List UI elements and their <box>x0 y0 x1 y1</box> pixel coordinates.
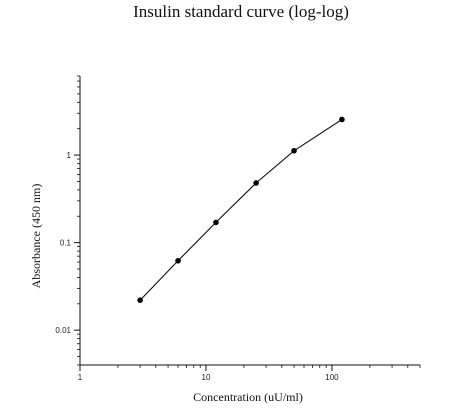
x-tick-label: 100 <box>325 373 339 382</box>
data-point <box>253 180 259 186</box>
y-tick-label: 0.01 <box>55 326 71 335</box>
y-tick-label: 0.1 <box>60 239 72 248</box>
x-tick-label: 10 <box>202 373 211 382</box>
data-point <box>213 219 219 226</box>
y-tick-labels: 0.01 0.1 1 <box>55 151 71 335</box>
data-point <box>137 297 143 303</box>
chart-title: Insulin standard curve (log-log) <box>133 2 349 21</box>
x-tick-labels: 1 10 100 <box>78 373 339 382</box>
y-tick-label: 1 <box>67 151 72 160</box>
x-tick-label: 1 <box>78 373 83 382</box>
data-point <box>291 147 297 154</box>
y-axis-label: Absorbance (450 nm) <box>29 184 43 289</box>
data-point <box>175 257 181 264</box>
data-point <box>339 116 345 123</box>
axes <box>74 75 421 371</box>
x-axis-label: Concentration (uU/ml) <box>193 390 303 404</box>
data-points <box>137 116 345 303</box>
series-line <box>139 119 343 301</box>
